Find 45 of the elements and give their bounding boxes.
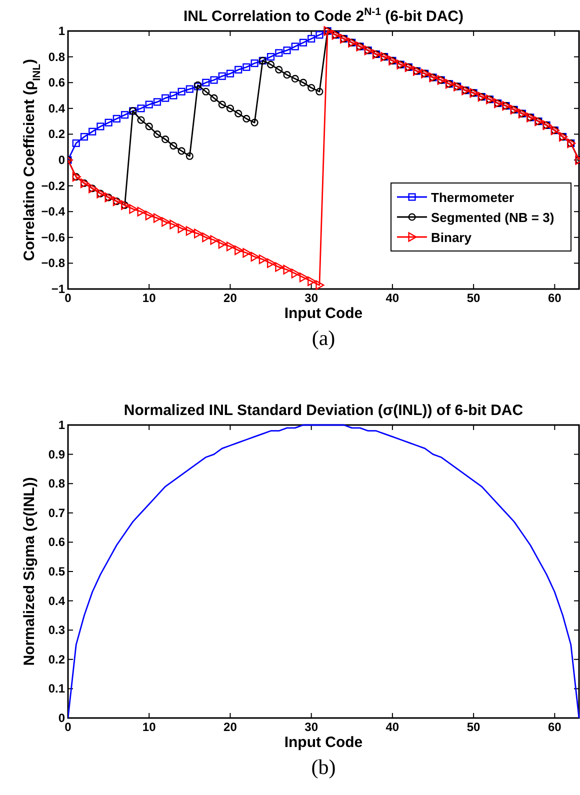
y-tick-label: 0.6 <box>48 535 66 550</box>
x-axis-title: Input Code <box>284 305 363 322</box>
y-tick-label: 0.4 <box>48 594 66 608</box>
legend-label: Binary <box>431 230 472 245</box>
y-tick-label: −0.8 <box>41 256 66 270</box>
y-tick-label: 0.8 <box>48 476 66 491</box>
y-tick-label: 0.7 <box>48 506 66 520</box>
y-tick-label: 1 <box>58 418 66 432</box>
y-tick-label: −0.2 <box>41 178 66 193</box>
legend-label: Thermometer <box>431 190 514 205</box>
y-tick-label: −0.4 <box>41 204 66 219</box>
y-axis-title: Normalized Sigma (σ(INL)) <box>21 477 38 666</box>
x-tick-label: 30 <box>304 720 318 734</box>
y-tick-label: 0.6 <box>48 76 66 90</box>
y-tick-label: 0.2 <box>48 652 66 666</box>
y-tick-label: 0.3 <box>48 623 66 638</box>
x-tick-label: 50 <box>466 720 481 734</box>
x-tick-label: 30 <box>304 291 318 305</box>
y-tick-label: 0.5 <box>48 564 66 578</box>
text: (a) <box>312 326 336 350</box>
x-tick-label: 60 <box>548 291 562 305</box>
x-axis-title: Input Code <box>284 734 363 751</box>
chart-title: Normalized INL Standard Deviation (σ(INL)) of 6-bit DAC <box>124 402 524 419</box>
text: (b) <box>311 755 336 779</box>
y-tick-label: 0.2 <box>48 127 66 142</box>
y-tick-label: −1 <box>51 282 66 296</box>
y-tick-label: 0 <box>58 153 66 167</box>
x-tick-label: 10 <box>142 291 156 305</box>
y-tick-label: 0.8 <box>48 50 66 64</box>
legend-label: Segmented (NB = 3) <box>431 210 554 225</box>
line-series <box>68 424 580 719</box>
x-tick-label: 40 <box>386 720 400 734</box>
y-tick-label: 0 <box>58 711 66 725</box>
y-tick-label: 0.4 <box>48 101 66 116</box>
x-tick-label: 20 <box>224 291 238 305</box>
x-tick-label: 40 <box>386 291 400 305</box>
chart-title: INL Correlation to Code 2$^{N-1}$ (6-bit DAC) <box>184 6 464 25</box>
x-tick-label: 50 <box>466 291 481 305</box>
y-tick-label: 0.1 <box>48 682 66 696</box>
x-tick-label: 10 <box>142 720 156 734</box>
y-tick-label: 0.9 <box>48 447 66 462</box>
y-tick-label: 1 <box>58 24 66 38</box>
x-tick-label: 60 <box>548 720 562 734</box>
y-tick-label: −0.6 <box>41 230 66 244</box>
x-tick-label: 20 <box>224 720 238 734</box>
